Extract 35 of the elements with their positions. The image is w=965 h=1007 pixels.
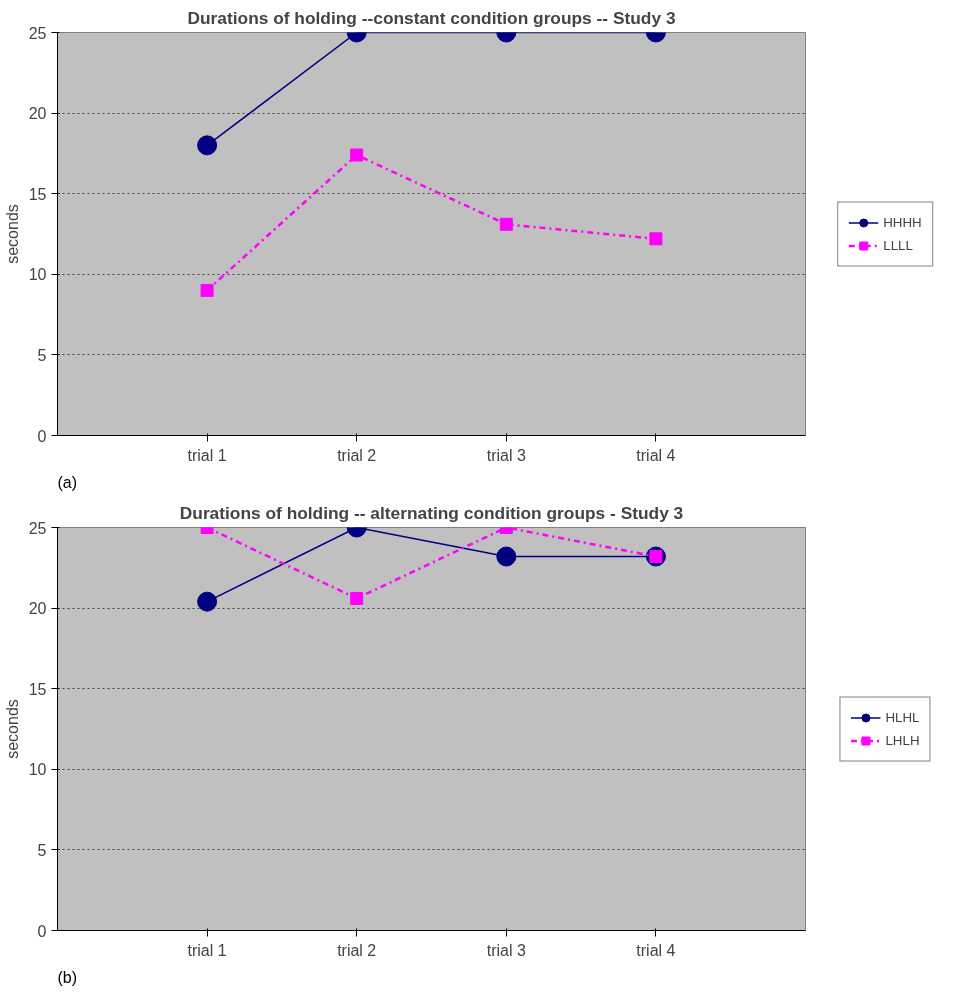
x-tick-label: trial 3 — [486, 446, 526, 464]
legend-label: LLLL — [883, 237, 913, 253]
chart-title: Durations of holding -- alternating condition groups - Study 3 — [179, 502, 684, 523]
point — [649, 232, 663, 246]
x-tick-label: trial 4 — [636, 941, 676, 959]
y-tick-label: 15 — [28, 185, 47, 203]
legend-label: LHLH — [885, 732, 920, 748]
y-tick-label: 20 — [28, 600, 47, 618]
x-tick-label: trial 1 — [187, 446, 227, 464]
y-tick-label: 10 — [28, 761, 47, 779]
y-tick-label: 0 — [37, 922, 47, 940]
y-tick-label: 15 — [28, 680, 47, 698]
point — [197, 135, 218, 156]
text: (a) — [57, 473, 78, 491]
y-tick-label: 0 — [37, 427, 47, 445]
x-tick-label: trial 4 — [636, 446, 676, 464]
y-tick-label: 25 — [28, 519, 47, 537]
y-axis-title: seconds — [3, 699, 21, 759]
x-tick-label: trial 2 — [337, 941, 377, 959]
y-tick-label: 5 — [37, 346, 47, 364]
y-tick-label: 5 — [37, 841, 47, 859]
y-tick-label: 20 — [28, 105, 47, 123]
legend-label: HHHH — [883, 214, 922, 230]
point — [200, 283, 214, 297]
y-axis-title: seconds — [3, 204, 21, 264]
x-tick-label: trial 3 — [486, 941, 526, 959]
y-tick-label: 10 — [28, 266, 47, 284]
x-tick-label: trial 2 — [337, 446, 377, 464]
point — [499, 217, 513, 231]
chart-title: Durations of holding --constant condition groups -- Study 3 — [187, 7, 676, 28]
text: (b) — [57, 968, 78, 986]
y-tick-label: 25 — [28, 24, 47, 42]
x-tick-label: trial 1 — [187, 941, 227, 959]
point — [350, 148, 364, 162]
legend-label: HLHL — [885, 709, 920, 725]
